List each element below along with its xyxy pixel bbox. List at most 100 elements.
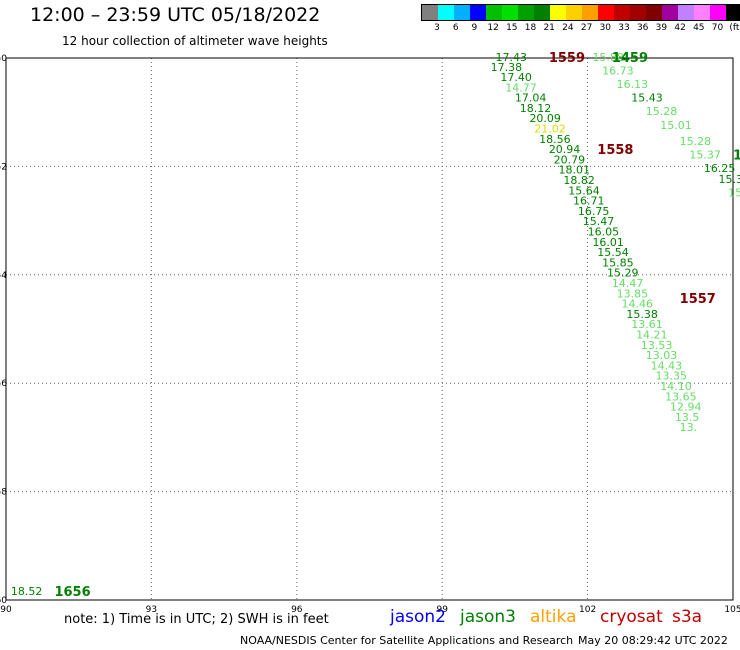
scale-swatch xyxy=(694,5,710,20)
legend-jason2: jason2 xyxy=(390,607,446,627)
data-point-label: 15.43 xyxy=(631,92,663,105)
scale-label: (ft) xyxy=(729,23,740,33)
data-point-label: 15.47 xyxy=(583,215,615,228)
scale-label: 21 xyxy=(543,23,555,33)
y-tick-label: -54 xyxy=(0,271,7,281)
scale-swatch xyxy=(470,5,486,20)
scale-swatch xyxy=(662,5,678,20)
data-point-label: 13.85 xyxy=(617,287,649,300)
data-point-label: 13.65 xyxy=(665,390,697,403)
x-tick-label: 90 xyxy=(0,605,12,615)
scale-swatch xyxy=(534,5,550,20)
legend-s3a: s3a xyxy=(672,607,703,627)
legend-altika: altika xyxy=(530,607,577,627)
data-point-label: 15.54 xyxy=(597,246,629,259)
scale-label: 18 xyxy=(524,23,537,33)
data-point-label: 13.03 xyxy=(646,349,678,362)
scale-swatch xyxy=(630,5,646,20)
data-point-label: 16.13 xyxy=(617,78,649,91)
x-tick-label: 102 xyxy=(579,605,596,615)
data-point-label: 16.01 xyxy=(592,236,624,249)
data-point-label: 18.52 xyxy=(11,585,42,598)
y-tick-label: -60 xyxy=(0,596,7,606)
data-point-label: 15.38 xyxy=(626,308,658,321)
x-tick-label: 99 xyxy=(436,605,448,615)
data-point-label: 18.56 xyxy=(539,133,571,146)
scale-label: 36 xyxy=(636,23,649,33)
data-point-label: 15.29 xyxy=(607,267,639,280)
data-point-label: 14.10 xyxy=(660,380,692,393)
data-point-label: 14.77 xyxy=(505,81,537,94)
y-tick-label: -50 xyxy=(0,54,7,64)
data-point-label: 20.09 xyxy=(529,112,561,125)
pass-time-label: 1459 xyxy=(612,51,648,66)
scale-label: 70 xyxy=(711,23,724,33)
scale-swatch xyxy=(550,5,566,20)
data-point-label: 16.71 xyxy=(573,195,605,208)
data-point-label: 16.05 xyxy=(588,226,620,239)
y-tick-label: -58 xyxy=(0,488,7,498)
scale-label: 33 xyxy=(618,23,630,33)
data-point-label: 14.43 xyxy=(651,359,683,372)
scale-swatch xyxy=(518,5,534,20)
scale-label: 42 xyxy=(674,23,686,33)
scale-label: 6 xyxy=(452,23,459,33)
chart-title: 12:00 – 23:59 UTC 05/18/2022 xyxy=(30,4,321,26)
scale-swatch xyxy=(598,5,614,20)
data-point-label: 21.02 xyxy=(534,123,566,136)
data-point-label: 16.73 xyxy=(602,65,634,78)
data-point-label: 14.21 xyxy=(636,329,668,342)
pass-time-label: 15 xyxy=(733,149,740,164)
data-point-label: 13. xyxy=(680,421,698,434)
data-point-label: 15.88 xyxy=(592,51,624,64)
scale-label: 12 xyxy=(487,23,499,33)
data-point-label: 18.12 xyxy=(520,102,552,115)
data-point-label: 17.40 xyxy=(500,71,532,84)
scale-swatch xyxy=(454,5,470,20)
scale-swatch xyxy=(646,5,662,20)
pass-time-label: 1559 xyxy=(549,51,585,66)
footer-timestamp: May 20 08:29:42 UTC 2022 xyxy=(578,634,728,647)
data-point-label: 14.46 xyxy=(622,298,654,311)
data-point-label: 13.61 xyxy=(631,318,663,331)
data-point-label: 20.94 xyxy=(549,143,581,156)
scale-label: 15 xyxy=(506,23,518,33)
data-point-label: 17.04 xyxy=(515,92,547,105)
data-point-label: 13.53 xyxy=(641,339,673,352)
data-point-label: 16.25 xyxy=(704,162,736,175)
y-tick-label: -56 xyxy=(0,379,7,389)
scale-label: 24 xyxy=(562,23,574,33)
pass-time-label: 1557 xyxy=(680,292,716,307)
plot-frame xyxy=(5,57,734,601)
scale-swatch xyxy=(678,5,694,20)
scale-swatch xyxy=(502,5,518,20)
data-point-label: 16.75 xyxy=(578,205,610,218)
data-point-label: 17.43 xyxy=(496,51,527,64)
data-point-label: 15 xyxy=(728,187,740,200)
scale-swatch xyxy=(566,5,582,20)
note-text: note: 1) Time is in UTC; 2) SWH is in fe… xyxy=(64,612,329,627)
legend-jason3: jason3 xyxy=(460,607,516,627)
y-tick-label: -52 xyxy=(0,162,7,172)
scale-swatch xyxy=(614,5,630,20)
scale-label: 27 xyxy=(580,23,593,33)
data-point-label: 13.5 xyxy=(675,411,700,424)
data-point-label: 15.85 xyxy=(602,256,634,269)
footer-credit: NOAA/NESDIS Center for Satellite Applica… xyxy=(240,634,574,647)
data-point-label: 17.38 xyxy=(491,61,522,74)
scale-label: 30 xyxy=(599,23,612,33)
legend-cryosat: cryosat xyxy=(600,607,663,627)
data-point-label: 15.28 xyxy=(646,105,678,118)
scale-label: 45 xyxy=(693,23,705,33)
scale-swatch xyxy=(726,5,740,20)
data-point-label: 15.37 xyxy=(718,173,740,186)
data-point-label: 14.47 xyxy=(612,277,644,290)
x-tick-label: 96 xyxy=(291,605,303,615)
scale-label: 39 xyxy=(655,23,668,33)
data-point-label: 12.94 xyxy=(670,401,702,414)
x-tick-label: 105 xyxy=(724,605,740,615)
data-point-label: 15.37 xyxy=(689,149,721,162)
pass-time-label: 1656 xyxy=(54,585,90,600)
scale-label: 3 xyxy=(434,23,440,33)
